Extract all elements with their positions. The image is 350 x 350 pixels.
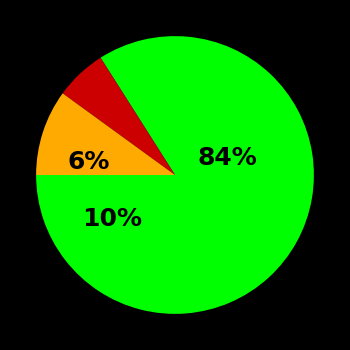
Text: 6%: 6% — [68, 150, 110, 175]
Text: 84%: 84% — [198, 146, 258, 170]
Wedge shape — [36, 93, 175, 175]
Text: 10%: 10% — [83, 208, 142, 231]
Wedge shape — [63, 58, 175, 175]
Wedge shape — [36, 36, 314, 314]
